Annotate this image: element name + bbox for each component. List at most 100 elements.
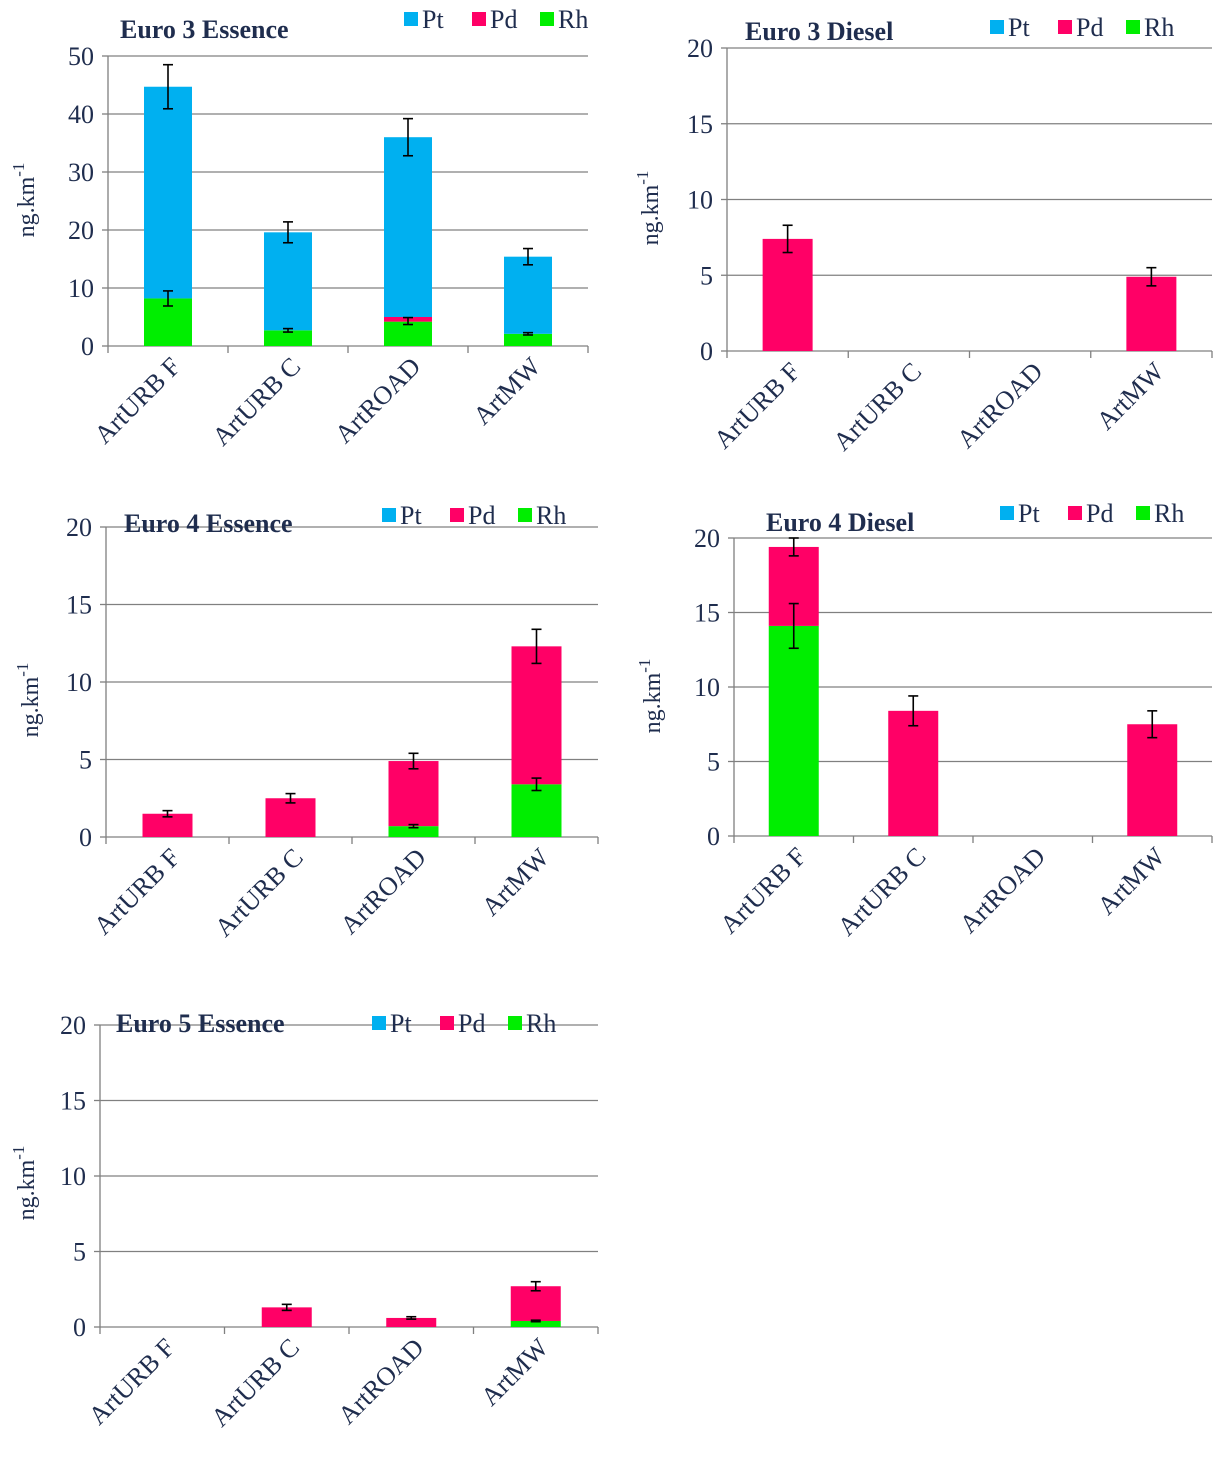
y-tick-label: 5 bbox=[79, 746, 92, 775]
bar-pt bbox=[144, 86, 192, 299]
y-tick-label: 40 bbox=[68, 100, 94, 129]
error-bar bbox=[530, 1280, 541, 1292]
y-axis-label-text: ng.km bbox=[638, 184, 664, 245]
bar-pd bbox=[1127, 724, 1178, 836]
bar-pd bbox=[511, 646, 562, 785]
legend-swatch-pt bbox=[990, 20, 1004, 34]
y-tick-label: 10 bbox=[60, 1162, 86, 1191]
legend-label-rh: Rh bbox=[536, 501, 566, 530]
error-bar bbox=[163, 290, 173, 307]
error-bar bbox=[406, 1315, 417, 1320]
y-tick-label: 15 bbox=[66, 591, 92, 620]
legend-label-pt: Pt bbox=[390, 1009, 412, 1038]
bar-rh bbox=[511, 784, 562, 837]
error-bar bbox=[283, 327, 293, 333]
bar-pd bbox=[388, 761, 439, 827]
legend-label-pd: Pd bbox=[1086, 499, 1113, 528]
error-bar bbox=[403, 117, 413, 157]
y-axis-label: ng.km-1 bbox=[9, 163, 40, 238]
y-tick-label: 0 bbox=[79, 823, 92, 852]
y-tick-label: 5 bbox=[707, 748, 720, 777]
legend-swatch-rh bbox=[540, 12, 554, 26]
legend: Pt Pd Rh bbox=[372, 1009, 556, 1038]
legend-label-pt: Pt bbox=[1018, 499, 1040, 528]
y-axis-label: ng.km-1 bbox=[633, 171, 664, 246]
category-label: ArtURB F bbox=[708, 357, 806, 455]
bar-pd bbox=[261, 1307, 312, 1327]
category-label: ArtURB F bbox=[88, 843, 186, 941]
bar-rh bbox=[504, 333, 552, 346]
category-label: ArtURB F bbox=[714, 842, 812, 940]
y-tick-label: 20 bbox=[694, 524, 720, 553]
y-tick-label: 50 bbox=[68, 42, 94, 71]
y-tick-label: 20 bbox=[68, 216, 94, 245]
legend-swatch-pt bbox=[404, 12, 418, 26]
y-tick-label: 0 bbox=[73, 1313, 86, 1342]
legend-label-pd: Pd bbox=[468, 501, 495, 530]
legend: Pt Pd Rh bbox=[1000, 499, 1184, 528]
y-axis-label-text: ng.km bbox=[18, 676, 44, 737]
category-label: ArtURB C bbox=[207, 352, 307, 452]
legend-swatch-pd bbox=[450, 508, 464, 522]
legend: Pt Pd Rh bbox=[382, 501, 566, 530]
bar-pt bbox=[264, 232, 312, 331]
legend-label-pt: Pt bbox=[400, 501, 422, 530]
y-tick-label: 10 bbox=[687, 186, 713, 215]
category-label: ArtROAD bbox=[329, 352, 426, 449]
y-tick-label: 0 bbox=[700, 337, 713, 366]
y-tick-label: 10 bbox=[694, 673, 720, 702]
bar-pd bbox=[142, 813, 193, 837]
y-axis-label-superscript: -1 bbox=[633, 171, 652, 185]
error-bar bbox=[908, 695, 919, 727]
legend-swatch-pd bbox=[1068, 506, 1082, 520]
chart-title: Euro 3 Diesel bbox=[745, 17, 893, 46]
error-bar bbox=[285, 792, 296, 804]
chart-title: Euro 4 Essence bbox=[124, 509, 293, 538]
legend-label-rh: Rh bbox=[1144, 13, 1174, 42]
category-label: ArtMW bbox=[476, 842, 555, 921]
legend-label-pd: Pd bbox=[490, 5, 517, 34]
bar-rh bbox=[384, 321, 432, 346]
y-axis-label-superscript: -1 bbox=[635, 659, 654, 673]
y-tick-label: 20 bbox=[687, 34, 713, 63]
error-bar bbox=[530, 1319, 541, 1323]
y-tick-label: 10 bbox=[68, 274, 94, 303]
bar-pd bbox=[762, 238, 813, 351]
bar-rh bbox=[264, 330, 312, 346]
category-label: ArtMW bbox=[475, 1332, 554, 1411]
legend-label-pt: Pt bbox=[422, 5, 444, 34]
category-label: ArtURB C bbox=[832, 842, 932, 942]
bar-pd bbox=[888, 710, 939, 836]
y-tick-label: 0 bbox=[707, 822, 720, 851]
legend-label-rh: Rh bbox=[558, 5, 588, 34]
legend-label-rh: Rh bbox=[1154, 499, 1184, 528]
category-label: ArtMW bbox=[1091, 356, 1170, 435]
category-label: ArtROAD bbox=[332, 1333, 429, 1430]
bar-pd bbox=[1126, 276, 1177, 351]
bar-pd bbox=[510, 1286, 561, 1321]
y-tick-label: 5 bbox=[700, 261, 713, 290]
legend-label-pd: Pd bbox=[458, 1009, 485, 1038]
legend-swatch-pt bbox=[1000, 506, 1014, 520]
bar-pd bbox=[386, 1317, 437, 1327]
legend: Pt Pd Rh bbox=[404, 5, 588, 34]
category-label: ArtURB C bbox=[205, 1333, 305, 1433]
y-tick-label: 20 bbox=[60, 1011, 86, 1040]
bar-pt bbox=[384, 137, 432, 317]
error-bar bbox=[408, 823, 419, 829]
y-tick-label: 20 bbox=[66, 513, 92, 542]
category-label: ArtURB F bbox=[83, 1333, 181, 1431]
error-bar bbox=[788, 602, 799, 650]
category-label: ArtURB C bbox=[209, 843, 309, 943]
error-bar bbox=[788, 537, 799, 557]
y-axis-label-text: ng.km bbox=[640, 672, 666, 733]
y-tick-label: 15 bbox=[694, 599, 720, 628]
legend-swatch-rh bbox=[508, 1016, 522, 1030]
legend-swatch-pd bbox=[472, 12, 486, 26]
bar-pt bbox=[504, 256, 552, 334]
legend-swatch-pt bbox=[372, 1016, 386, 1030]
chart-title: Euro 4 Diesel bbox=[766, 508, 914, 537]
